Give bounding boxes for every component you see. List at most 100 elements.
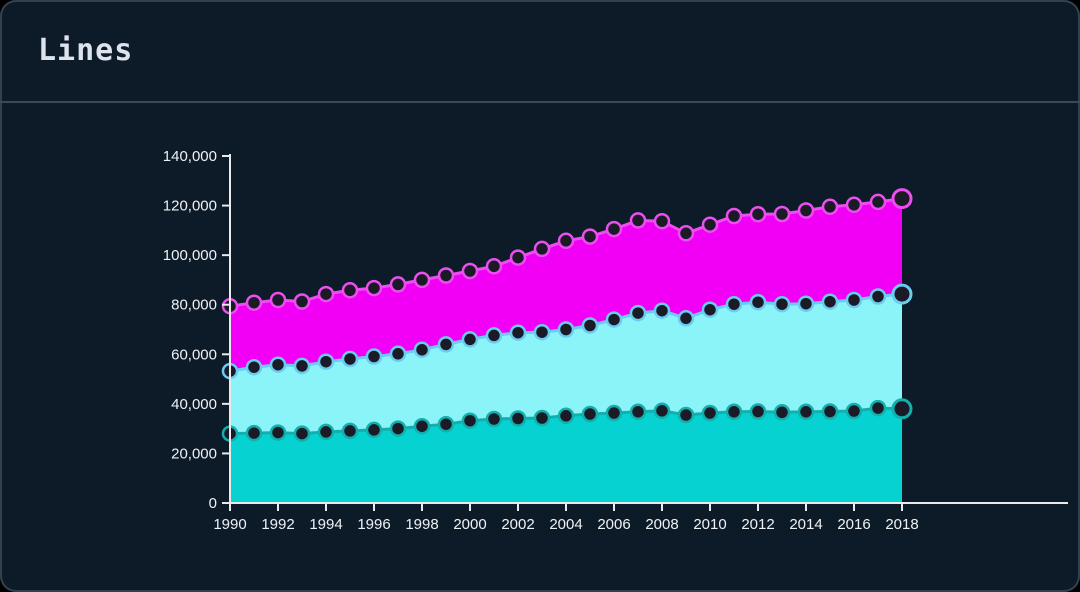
point-middle-cyan-2014[interactable] bbox=[797, 295, 815, 312]
point-top-magenta-2009[interactable] bbox=[677, 225, 695, 242]
y-tick-label: 40,000 bbox=[171, 396, 217, 413]
point-middle-cyan-2006[interactable] bbox=[605, 311, 623, 328]
point-top-magenta-2012[interactable] bbox=[749, 205, 767, 223]
point-middle-cyan-2011[interactable] bbox=[725, 295, 743, 313]
card-header: Lines bbox=[0, 0, 1080, 103]
point-middle-cyan-2017[interactable] bbox=[869, 288, 887, 305]
point-bottom-teal-2000[interactable] bbox=[461, 412, 479, 429]
point-middle-cyan-2010[interactable] bbox=[701, 301, 719, 318]
point-middle-cyan-1991[interactable] bbox=[245, 358, 263, 376]
point-middle-cyan-2004[interactable] bbox=[557, 321, 575, 338]
point-middle-cyan-1993[interactable] bbox=[293, 357, 311, 375]
x-tick-label: 2014 bbox=[789, 516, 822, 533]
x-tick-label: 2018 bbox=[885, 516, 918, 533]
point-middle-cyan-2009[interactable] bbox=[677, 310, 695, 327]
point-top-magenta-2014[interactable] bbox=[797, 202, 815, 219]
point-middle-cyan-2015[interactable] bbox=[821, 293, 839, 310]
point-middle-cyan-1999[interactable] bbox=[437, 336, 455, 353]
point-bottom-teal-1991[interactable] bbox=[245, 424, 263, 442]
y-tick-label: 80,000 bbox=[171, 297, 217, 314]
point-top-magenta-2000[interactable] bbox=[461, 262, 479, 280]
point-middle-cyan-2008[interactable] bbox=[653, 302, 671, 319]
point-middle-cyan-2000[interactable] bbox=[461, 331, 479, 348]
point-top-magenta-2007[interactable] bbox=[629, 212, 647, 229]
point-bottom-teal-1993[interactable] bbox=[293, 425, 311, 442]
x-tick-label: 2010 bbox=[693, 516, 726, 533]
y-tick-label: 60,000 bbox=[171, 346, 217, 363]
point-top-magenta-2011[interactable] bbox=[725, 207, 743, 225]
point-bottom-teal-2012[interactable] bbox=[749, 403, 767, 420]
point-middle-cyan-2018[interactable] bbox=[891, 283, 913, 305]
point-middle-cyan-2007[interactable] bbox=[629, 304, 647, 322]
x-tick-label: 1990 bbox=[213, 516, 246, 533]
point-middle-cyan-1995[interactable] bbox=[341, 350, 359, 368]
point-top-magenta-2002[interactable] bbox=[509, 249, 527, 266]
point-bottom-teal-2014[interactable] bbox=[797, 403, 815, 421]
point-bottom-teal-2006[interactable] bbox=[605, 404, 623, 422]
point-top-magenta-2003[interactable] bbox=[533, 240, 551, 258]
point-bottom-teal-2008[interactable] bbox=[653, 402, 671, 420]
point-top-magenta-2006[interactable] bbox=[605, 220, 623, 238]
point-middle-cyan-1997[interactable] bbox=[389, 345, 407, 363]
point-bottom-teal-2003[interactable] bbox=[533, 409, 551, 427]
point-bottom-teal-1999[interactable] bbox=[437, 415, 455, 433]
x-tick-label: 1994 bbox=[309, 516, 342, 533]
point-middle-cyan-2003[interactable] bbox=[533, 323, 551, 341]
point-bottom-teal-1995[interactable] bbox=[341, 422, 359, 440]
point-bottom-teal-2002[interactable] bbox=[509, 410, 527, 427]
point-bottom-teal-2016[interactable] bbox=[845, 402, 863, 420]
point-bottom-teal-2004[interactable] bbox=[557, 407, 575, 425]
point-bottom-teal-2017[interactable] bbox=[869, 399, 887, 417]
point-top-magenta-2004[interactable] bbox=[557, 232, 575, 250]
point-top-magenta-2016[interactable] bbox=[845, 196, 863, 214]
point-middle-cyan-2002[interactable] bbox=[509, 324, 527, 341]
point-top-magenta-2008[interactable] bbox=[653, 212, 671, 230]
point-top-magenta-2017[interactable] bbox=[869, 193, 887, 211]
point-middle-cyan-2013[interactable] bbox=[773, 295, 791, 313]
point-top-magenta-1999[interactable] bbox=[437, 267, 455, 284]
point-top-magenta-1993[interactable] bbox=[293, 293, 311, 310]
point-top-magenta-2013[interactable] bbox=[773, 205, 791, 223]
point-bottom-teal-2007[interactable] bbox=[629, 403, 647, 421]
point-bottom-teal-1994[interactable] bbox=[317, 423, 335, 441]
point-bottom-teal-2009[interactable] bbox=[677, 406, 695, 424]
point-middle-cyan-2016[interactable] bbox=[845, 291, 863, 309]
point-middle-cyan-1992[interactable] bbox=[269, 356, 287, 373]
point-top-magenta-2010[interactable] bbox=[701, 216, 719, 233]
point-middle-cyan-1998[interactable] bbox=[413, 341, 431, 359]
point-bottom-teal-1992[interactable] bbox=[269, 424, 287, 441]
point-top-magenta-2018[interactable] bbox=[891, 188, 913, 210]
point-top-magenta-1996[interactable] bbox=[365, 279, 383, 297]
point-bottom-teal-1998[interactable] bbox=[413, 417, 431, 435]
point-top-magenta-2005[interactable] bbox=[581, 228, 599, 245]
point-bottom-teal-2005[interactable] bbox=[581, 405, 599, 423]
chart-svg[interactable]: 0 20,000 40,000 60,000 80,000 100,000 120,000 1… bbox=[0, 105, 1080, 592]
y-tick-label: 100,000 bbox=[163, 247, 217, 264]
point-top-magenta-1998[interactable] bbox=[413, 271, 431, 289]
x-tick-label: 1996 bbox=[357, 516, 390, 533]
point-top-magenta-2001[interactable] bbox=[485, 258, 503, 275]
point-bottom-teal-2010[interactable] bbox=[701, 404, 719, 422]
point-bottom-teal-1997[interactable] bbox=[389, 420, 407, 437]
point-bottom-teal-2015[interactable] bbox=[821, 403, 839, 420]
point-middle-cyan-2001[interactable] bbox=[485, 327, 503, 344]
point-bottom-teal-2011[interactable] bbox=[725, 403, 743, 421]
point-middle-cyan-2012[interactable] bbox=[749, 293, 767, 311]
point-middle-cyan-2005[interactable] bbox=[581, 317, 599, 334]
point-top-magenta-1997[interactable] bbox=[389, 276, 407, 293]
point-bottom-teal-1996[interactable] bbox=[365, 421, 383, 439]
point-bottom-teal-2013[interactable] bbox=[773, 404, 791, 421]
x-tick-label: 2012 bbox=[741, 516, 774, 533]
point-middle-cyan-1994[interactable] bbox=[317, 353, 335, 370]
x-tick-label: 2008 bbox=[645, 516, 678, 533]
point-top-magenta-1991[interactable] bbox=[245, 294, 263, 311]
x-tick-label: 2006 bbox=[597, 516, 630, 533]
point-middle-cyan-1996[interactable] bbox=[365, 348, 383, 365]
point-top-magenta-1994[interactable] bbox=[317, 285, 335, 303]
point-top-magenta-1992[interactable] bbox=[269, 291, 287, 309]
point-top-magenta-2015[interactable] bbox=[821, 198, 839, 216]
point-bottom-teal-2018[interactable] bbox=[891, 398, 913, 420]
point-top-magenta-1995[interactable] bbox=[341, 282, 359, 299]
point-bottom-teal-2001[interactable] bbox=[485, 410, 503, 428]
